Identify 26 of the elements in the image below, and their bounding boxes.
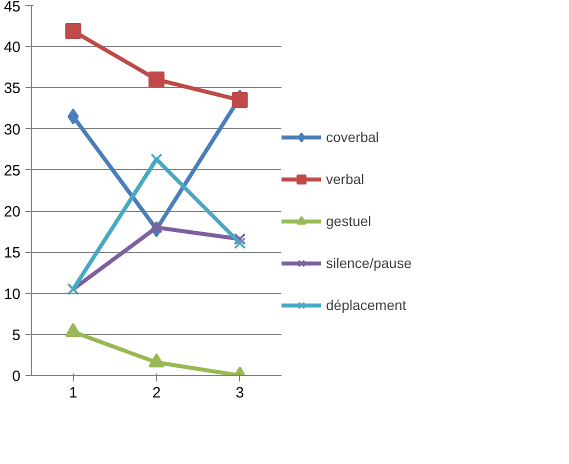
- point: [234, 233, 246, 245]
- y-tick-label: 15: [4, 244, 21, 262]
- point: [68, 108, 79, 124]
- legend-label: coverbal: [326, 129, 379, 145]
- y-tick-label: 10: [4, 286, 21, 303]
- y-tick-label: 0: [12, 368, 20, 385]
- x-tick-label: 1: [68, 384, 78, 402]
- legend-label: déplacement: [326, 297, 406, 313]
- point: [65, 22, 82, 39]
- point: [150, 222, 162, 234]
- point: [232, 92, 248, 108]
- y-tick-label: 20: [4, 204, 21, 221]
- legend-label: gestuel: [326, 213, 372, 229]
- y-tick-label: 45: [4, 0, 21, 16]
- point: [150, 153, 162, 166]
- point: [234, 237, 246, 250]
- x-tick-label: 2: [152, 384, 161, 402]
- y-tick-label: 35: [4, 80, 21, 98]
- y-tick-label: 40: [4, 39, 21, 56]
- point: [148, 72, 164, 88]
- x-tick-label: 3: [236, 384, 244, 402]
- legend-label: silence/pause: [326, 255, 412, 271]
- legend-label: verbal: [326, 171, 364, 187]
- y-tick-label: 5: [12, 326, 20, 344]
- y-tick-label: 25: [4, 162, 21, 180]
- y-tick-label: 30: [4, 121, 21, 138]
